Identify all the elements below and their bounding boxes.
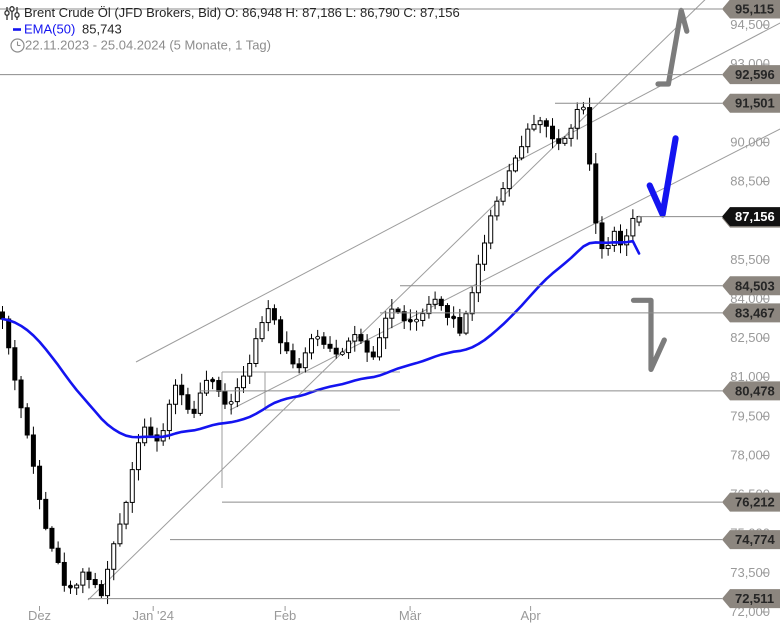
svg-text:EMA(50): EMA(50) bbox=[24, 22, 75, 37]
svg-text:91,501: 91,501 bbox=[735, 96, 775, 111]
svg-text:Brent Crude Öl (JFD Brokers, B: Brent Crude Öl (JFD Brokers, Bid) O: 86,… bbox=[24, 5, 460, 20]
svg-text:22.11.2023 - 25.04.2024 (5 Mo: 22.11.2023 - 25.04.2024 (5 Monate, 1 Tag… bbox=[25, 38, 271, 53]
svg-text:76,212: 76,212 bbox=[735, 495, 775, 510]
svg-text:80,478: 80,478 bbox=[735, 383, 775, 398]
svg-text:74,774: 74,774 bbox=[735, 532, 776, 547]
svg-text:85,743: 85,743 bbox=[82, 22, 122, 37]
svg-text:83,467: 83,467 bbox=[735, 305, 775, 320]
svg-text:95,115: 95,115 bbox=[735, 1, 774, 16]
svg-text:87,156: 87,156 bbox=[735, 209, 775, 224]
svg-text:92,596: 92,596 bbox=[735, 67, 775, 82]
svg-text:72,511: 72,511 bbox=[735, 591, 774, 606]
svg-text:84,503: 84,503 bbox=[735, 278, 775, 293]
